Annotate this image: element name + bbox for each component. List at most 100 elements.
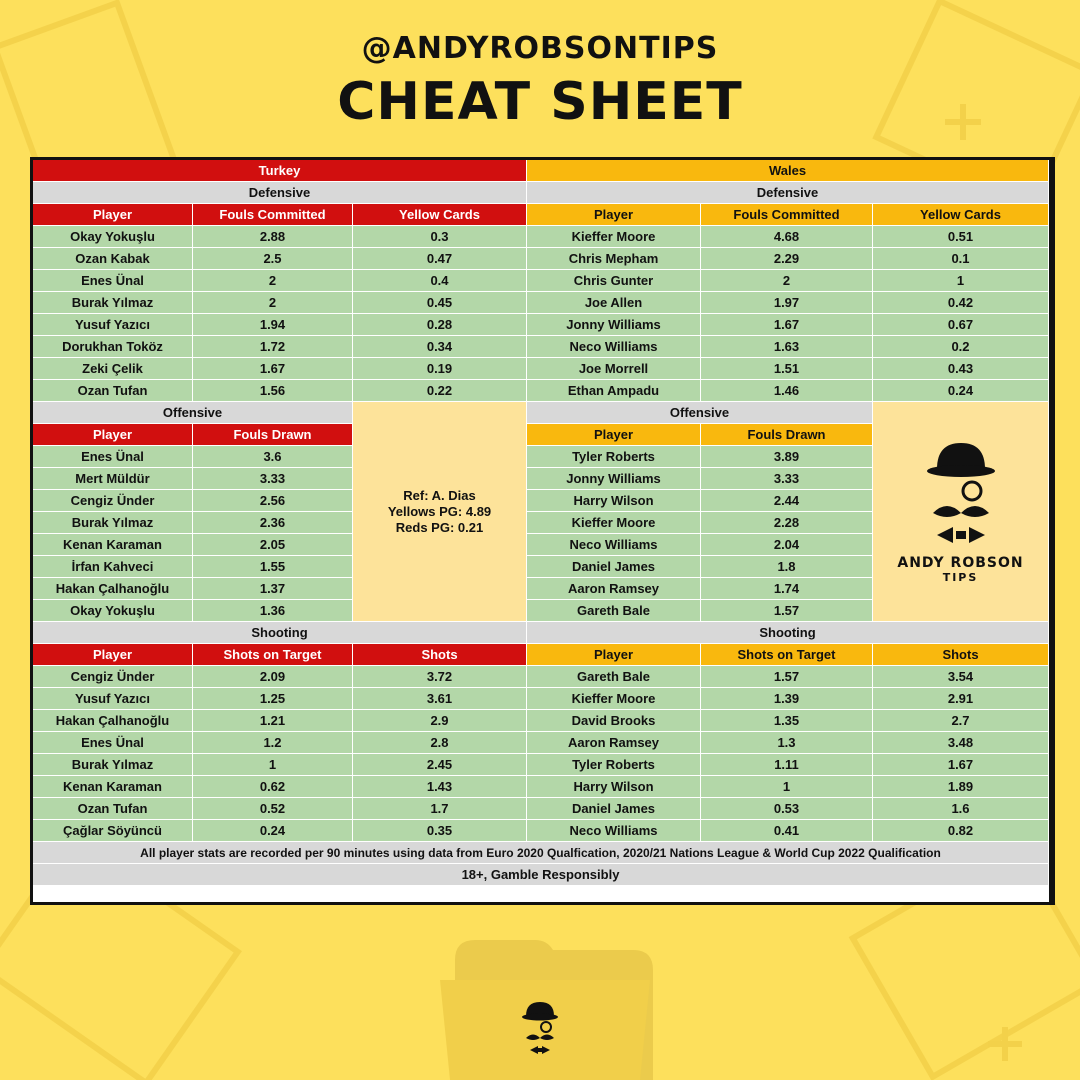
col-header-fouls-drawn: Fouls Drawn [701, 424, 873, 446]
section-defensive-left: Defensive [33, 182, 527, 204]
stat-value: 4.68 [701, 226, 873, 248]
section-offensive-left: Offensive [33, 402, 353, 424]
stat-value: 2.8 [353, 732, 527, 754]
stat-value: 1.89 [873, 776, 1049, 798]
section-defensive-right: Defensive [527, 182, 1049, 204]
stat-value: 1.46 [701, 380, 873, 402]
stat-value: 0.4 [353, 270, 527, 292]
stat-value: 1.67 [701, 314, 873, 336]
stat-value: 0.82 [873, 820, 1049, 842]
player-name: Aaron Ramsey [527, 578, 701, 600]
player-name: Neco Williams [527, 336, 701, 358]
col-header-shots: Shots [353, 644, 527, 666]
player-name: Ozan Tufan [33, 798, 193, 820]
player-name: Chris Mepham [527, 248, 701, 270]
stat-value: 0.41 [701, 820, 873, 842]
cheat-sheet-table: Turkey Wales Defensive Defensive Player … [30, 157, 1055, 905]
stat-value: 1.39 [701, 688, 873, 710]
social-handle: @ANDYROBSONTIPS [361, 31, 719, 66]
player-name: Daniel James [527, 798, 701, 820]
player-name: Kieffer Moore [527, 512, 701, 534]
moustache-icon [932, 506, 989, 517]
stat-value: 1.63 [701, 336, 873, 358]
player-name: Joe Allen [527, 292, 701, 314]
player-name: Kenan Karaman [33, 534, 193, 556]
stat-value: 0.47 [353, 248, 527, 270]
stat-value: 0.24 [193, 820, 353, 842]
stat-value: 3.54 [873, 666, 1049, 688]
player-name: Yusuf Yazıcı [33, 688, 193, 710]
stat-value: 2.7 [873, 710, 1049, 732]
player-name: Tyler Roberts [527, 754, 701, 776]
player-name: Gareth Bale [527, 666, 701, 688]
player-name: Jonny Williams [527, 314, 701, 336]
stat-value: 0.51 [873, 226, 1049, 248]
stat-value: 0.53 [701, 798, 873, 820]
andy-robson-logo-icon [926, 443, 995, 543]
player-name: Burak Yılmaz [33, 512, 193, 534]
stat-value: 1.43 [353, 776, 527, 798]
stat-value: 1.94 [193, 314, 353, 336]
col-header-player: Player [527, 424, 701, 446]
col-header-fouls-committed: Fouls Committed [701, 204, 873, 226]
player-name: Enes Ünal [33, 446, 193, 468]
referee-ref: Ref: A. Dias [403, 487, 476, 503]
brand-logo-panel: ANDY ROBSON TIPS [873, 402, 1049, 622]
col-header-player: Player [33, 644, 193, 666]
stat-value: 1.67 [873, 754, 1049, 776]
stat-value: 0.19 [353, 358, 527, 380]
stat-value: 1 [193, 754, 353, 776]
stat-value: 2 [701, 270, 873, 292]
stat-value: 0.1 [873, 248, 1049, 270]
stat-value: 1.21 [193, 710, 353, 732]
stat-value: 1.67 [193, 358, 353, 380]
player-name: İrfan Kahveci [33, 556, 193, 578]
stat-value: 1.72 [193, 336, 353, 358]
col-header-fouls-committed: Fouls Committed [193, 204, 353, 226]
stat-value: 1.7 [353, 798, 527, 820]
col-header-player: Player [33, 204, 193, 226]
stat-value: 1.51 [701, 358, 873, 380]
col-header-player: Player [527, 644, 701, 666]
stat-value: 0.3 [353, 226, 527, 248]
stat-value: 0.28 [353, 314, 527, 336]
stat-value: 1.35 [701, 710, 873, 732]
player-name: Hakan Çalhanoğlu [33, 710, 193, 732]
player-name: Gareth Bale [527, 600, 701, 622]
stat-value: 0.62 [193, 776, 353, 798]
player-name: Ozan Kabak [33, 248, 193, 270]
stat-value: 0.35 [353, 820, 527, 842]
stat-value: 2.04 [701, 534, 873, 556]
stat-value: 1.6 [873, 798, 1049, 820]
stat-value: 0.2 [873, 336, 1049, 358]
player-name: Burak Yılmaz [33, 754, 193, 776]
stats-grid: Turkey Wales Defensive Defensive Player … [33, 160, 1049, 902]
player-name: Kieffer Moore [527, 688, 701, 710]
stat-value: 1.55 [193, 556, 353, 578]
team-header-wales: Wales [527, 160, 1049, 182]
stat-value: 2.45 [353, 754, 527, 776]
stat-value: 0.67 [873, 314, 1049, 336]
stat-value: 1.25 [193, 688, 353, 710]
player-name: Enes Ünal [33, 732, 193, 754]
player-name: Kenan Karaman [33, 776, 193, 798]
stat-value: 2 [193, 270, 353, 292]
player-name: David Brooks [527, 710, 701, 732]
bow-tie-icon [936, 527, 985, 543]
stat-value: 1.36 [193, 600, 353, 622]
stat-value: 2.28 [701, 512, 873, 534]
stat-value: 0.52 [193, 798, 353, 820]
stat-value: 3.89 [701, 446, 873, 468]
stat-value: 1.57 [701, 600, 873, 622]
player-name: Neco Williams [527, 534, 701, 556]
stat-value: 1.8 [701, 556, 873, 578]
referee-reds: Reds PG: 0.21 [395, 519, 484, 535]
stat-value: 3.72 [353, 666, 527, 688]
player-name: Jonny Williams [527, 468, 701, 490]
player-name: Çağlar Söyüncü [33, 820, 193, 842]
stat-value: 1 [873, 270, 1049, 292]
gamble-responsibly-note: 18+, Gamble Responsibly [33, 864, 1049, 886]
player-name: Cengiz Ünder [33, 666, 193, 688]
footer-note: All player stats are recorded per 90 min… [33, 842, 1049, 864]
stat-value: 3.6 [193, 446, 353, 468]
